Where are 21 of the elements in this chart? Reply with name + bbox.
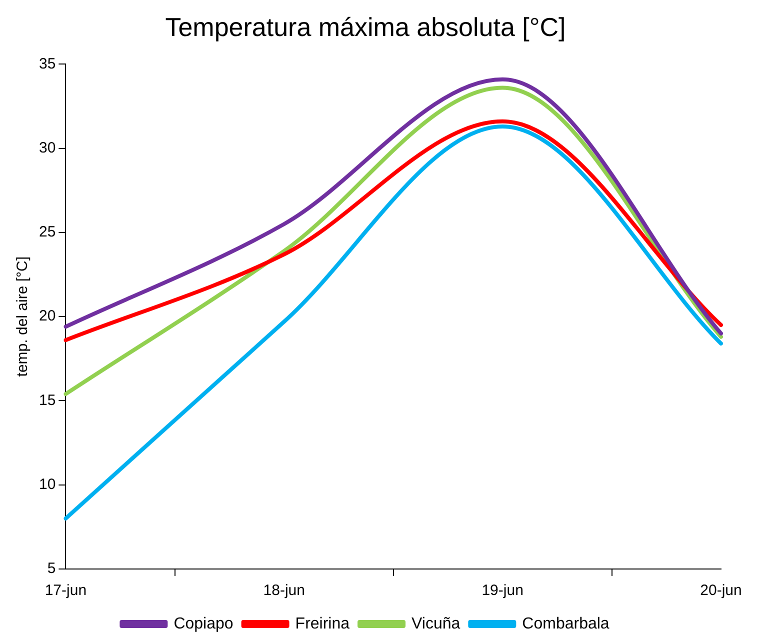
line-series — [64, 124, 723, 521]
y-axis-title: temp. del aire [°C] — [14, 256, 32, 377]
y-tick-label: 10 — [38, 476, 56, 494]
legend-label: Vicuña — [412, 615, 460, 632]
y-tick-label: 5 — [47, 560, 56, 578]
x-tick-label: 20-jun — [700, 582, 742, 600]
line-series — [64, 119, 723, 342]
line-series — [64, 77, 723, 336]
line-series — [64, 86, 723, 396]
x-tick-label: 18-jun — [263, 582, 305, 600]
legend-label: Freirina — [295, 615, 350, 632]
legend-label: Combarbala — [522, 615, 610, 632]
chart-title: Temperatura máxima absoluta [°C] — [165, 12, 566, 42]
x-tick-label: 19-jun — [482, 582, 524, 600]
y-tick-label: 30 — [38, 139, 56, 156]
y-tick-label: 15 — [38, 392, 56, 409]
y-tick-label: 20 — [38, 308, 56, 325]
legend-label: Copiapo — [174, 615, 234, 632]
y-tick-label: 25 — [38, 224, 56, 241]
x-tick-label: 17-jun — [44, 582, 87, 600]
y-tick-label: 35 — [38, 55, 56, 72]
